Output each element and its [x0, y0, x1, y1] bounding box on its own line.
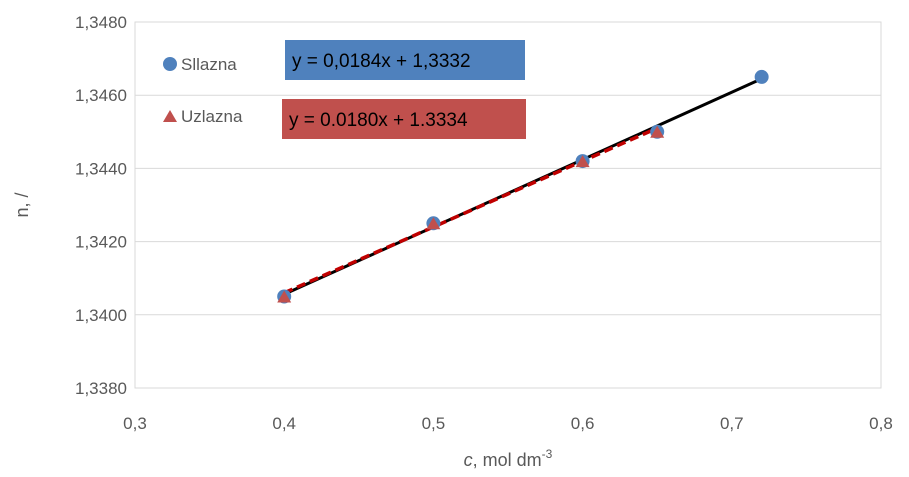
x-axis-title-unit: , mol dm [473, 450, 542, 470]
equation-label-series-2: y = 0.0180x + 1.3334 [282, 99, 526, 139]
y-tick-label: 1,3420 [75, 233, 127, 252]
y-tick-label: 1,3380 [75, 379, 127, 398]
point-series-2 [575, 155, 590, 168]
trendline-series-2 [283, 126, 658, 295]
equation-box-series-1 [285, 40, 525, 80]
data-points [277, 69, 769, 304]
equation-label-series-1: y = 0,0184x + 1,3332 [285, 40, 525, 80]
legend-marker-series-1 [163, 57, 177, 71]
legend-label-series-2: Uzlazna [181, 107, 243, 126]
point-series-2 [426, 217, 441, 230]
y-tick-label: 1,3440 [75, 159, 127, 178]
y-tick-label: 1,3400 [75, 306, 127, 325]
x-axis-title-symbol: c [464, 450, 473, 470]
x-tick-label: 0,8 [869, 414, 893, 433]
plot-area [134, 21, 882, 389]
point-series-2 [650, 125, 665, 138]
x-tick-label: 0,3 [123, 414, 147, 433]
gridlines [135, 94, 881, 316]
equation-text-series-1: y = 0,0184x + 1,3332 [292, 51, 471, 72]
y-tick-label: 1,3460 [75, 86, 127, 105]
legend: Sllazna Uzlazna [163, 55, 243, 126]
trendlines [283, 77, 763, 296]
y-tick-label: 1,3480 [75, 13, 127, 32]
y-tick-labels: 1,3380 1,3400 1,3420 1,3440 1,3460 1,3480 [75, 13, 127, 398]
point-series-2 [277, 290, 292, 303]
x-axis-title-exponent: -3 [542, 447, 553, 461]
x-tick-label: 0,7 [720, 414, 744, 433]
equation-box-series-2 [282, 99, 526, 139]
legend-marker-series-2 [163, 110, 177, 122]
legend-label-series-1: Sllazna [181, 55, 237, 74]
x-axis-title: c, mol dm-3 [464, 447, 553, 470]
y-axis-title: n, / [12, 192, 32, 217]
x-tick-label: 0,5 [422, 414, 446, 433]
x-tick-labels: 0,3 0,4 0,5 0,6 0,7 0,8 [123, 414, 893, 433]
point-series-1 [754, 69, 769, 84]
equation-text-series-2: y = 0.0180x + 1.3334 [289, 110, 468, 131]
x-tick-label: 0,6 [571, 414, 595, 433]
x-tick-label: 0,4 [272, 414, 296, 433]
